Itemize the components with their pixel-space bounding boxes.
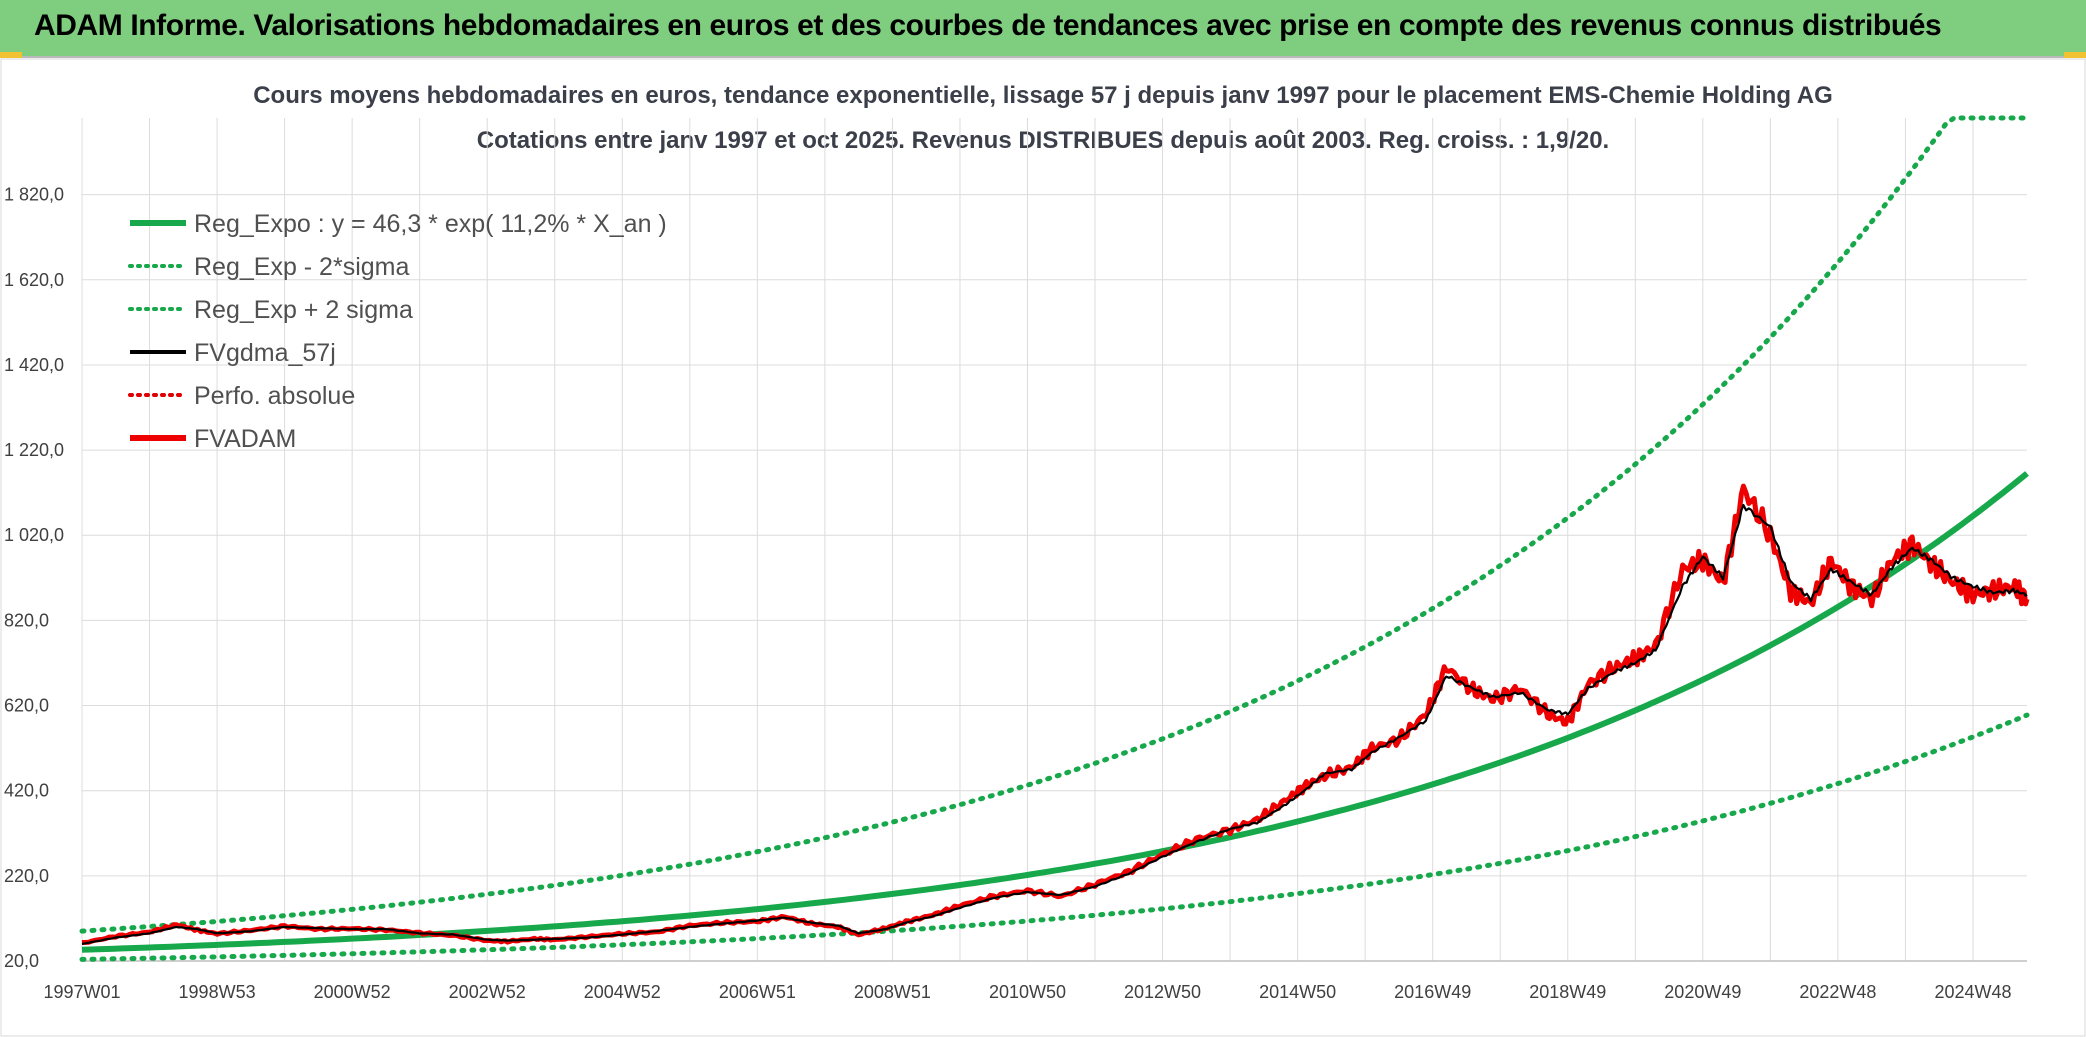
y-tick-label: 1 820,0 [4,185,64,205]
y-axis-ticks: 20,0 220,0 420,0 620,0 820,0 1 020,0 1 220,0 1 … [4,185,64,971]
legend-label: Reg_Exp + 2 sigma [194,296,413,324]
banner-corner-left [0,52,22,58]
x-axis-ticks: 1997W01 1998W53 2000W52 2002W52 2004W52 2006W… [43,982,2011,1002]
x-tick-label: 2008W51 [854,982,931,1002]
y-tick-label: 1 020,0 [4,525,64,545]
x-tick-label: 1997W01 [43,982,120,1002]
x-tick-label: 2016W49 [1394,982,1471,1002]
x-tick-label: 2018W49 [1529,982,1606,1002]
chart-subtitle: Cotations entre janv 1997 et oct 2025. R… [477,127,1609,154]
banner-corner-right [2064,52,2086,58]
y-tick-label: 1 220,0 [4,440,64,460]
chart-title: Cours moyens hebdomadaires en euros, ten… [253,82,1833,109]
report-title: ADAM Informe. Valorisations hebdomadaire… [34,9,1942,42]
x-tick-label: 2004W52 [584,982,661,1002]
legend-label: FVADAM [194,425,296,453]
y-tick-label: 1 620,0 [4,270,64,290]
x-tick-label: 2020W49 [1664,982,1741,1002]
series-line-reg-minus-2sigma [79,712,2030,962]
report-banner: ADAM Informe. Valorisations hebdomadaire… [0,0,2086,58]
x-tick-label: 1998W53 [179,982,256,1002]
gridlines [81,118,2027,962]
x-tick-label: 2022W48 [1799,982,1876,1002]
legend-label: Reg_Exp - 2*sigma [194,253,409,281]
x-tick-label: 2000W52 [314,982,391,1002]
series-line-reg-plus-2sigma [79,115,2030,934]
chart: Cours moyens hebdomadaires en euros, ten… [0,58,2086,1037]
x-tick-label: 2002W52 [449,982,526,1002]
y-tick-label: 820,0 [4,610,49,630]
x-tick-label: 2014W50 [1259,982,1336,1002]
legend-label: Perfo. absolue [194,382,355,410]
legend: Reg_Expo : y = 46,3 * exp( 11,2% * X_an … [128,210,667,453]
series-line-fvgdma-57j [81,503,2028,945]
legend-label: Reg_Expo : y = 46,3 * exp( 11,2% * X_an … [194,210,667,238]
series-line-reg-expo [81,471,2029,953]
legend-label: FVgdma_57j [194,339,336,367]
x-tick-label: 2024W48 [1934,982,2011,1002]
x-tick-label: 2010W50 [989,982,1066,1002]
x-tick-label: 2006W51 [719,982,796,1002]
y-tick-label: 20,0 [4,951,39,971]
y-tick-label: 620,0 [4,696,49,716]
x-tick-label: 2012W50 [1124,982,1201,1002]
y-tick-label: 420,0 [4,781,49,801]
plot-area [79,115,2030,962]
y-tick-label: 1 420,0 [4,355,64,375]
y-tick-label: 220,0 [4,866,49,886]
